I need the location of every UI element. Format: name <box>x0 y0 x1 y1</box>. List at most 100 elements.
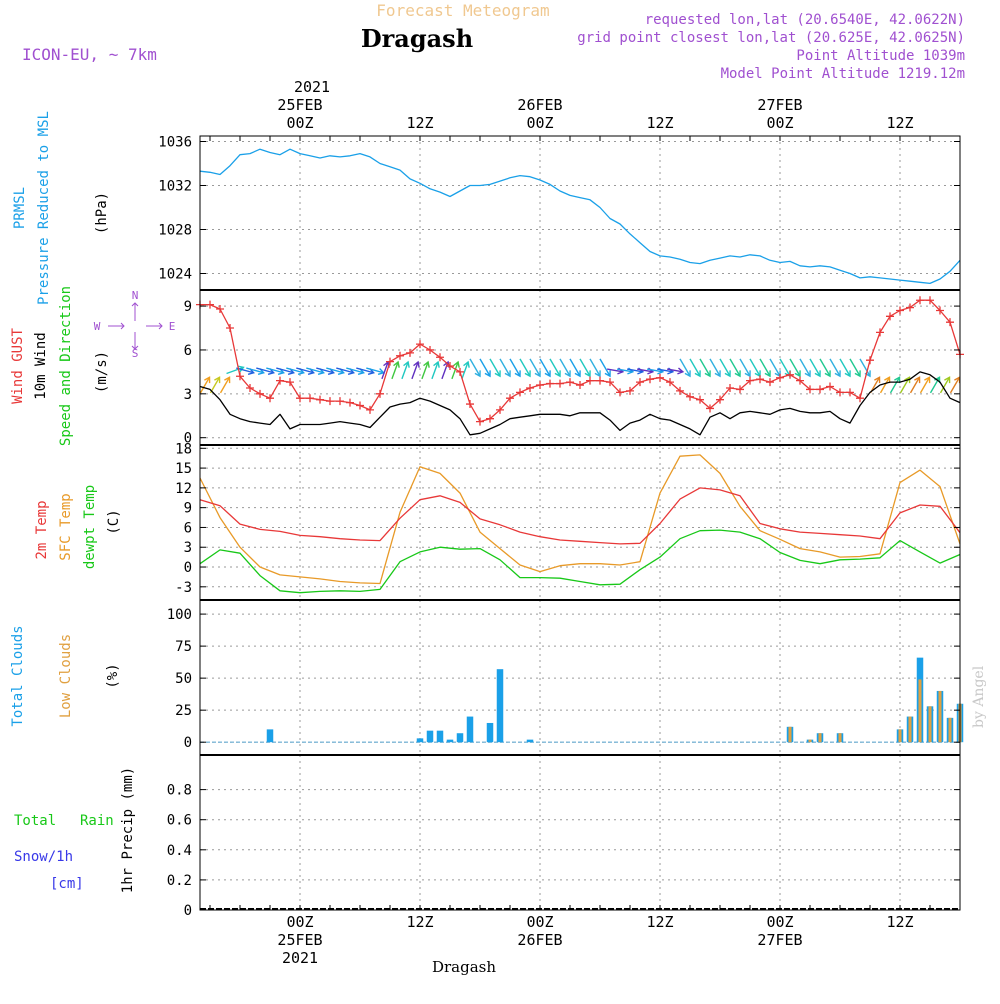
wind-arrow <box>236 367 254 374</box>
wind-arrow <box>421 361 429 380</box>
wind-arrow <box>356 367 374 374</box>
gust-marker <box>666 378 674 387</box>
wind-arrow <box>346 367 364 374</box>
low-cloud-bar <box>898 729 902 743</box>
y-tick-label: 0 <box>184 735 192 751</box>
gust-marker <box>606 378 614 387</box>
gust-marker <box>636 378 644 387</box>
wind-arrow <box>909 376 921 394</box>
wind-arrow <box>589 358 601 377</box>
wind-arrow <box>829 358 841 377</box>
y-tick-label: 0 <box>184 903 192 919</box>
wind-arrow <box>246 367 264 374</box>
gust-marker <box>686 392 694 401</box>
gust-marker <box>696 395 704 404</box>
wind-label-gust: Wind GUST <box>10 328 26 404</box>
wind-arrow <box>226 366 244 375</box>
top-time-label: 00Z <box>526 114 553 132</box>
gust-marker <box>806 385 814 394</box>
wind-arrowhead <box>574 370 581 378</box>
bottom-time-label: 12Z <box>406 913 433 931</box>
wind-arrowhead <box>423 360 430 368</box>
gust-marker <box>876 328 884 337</box>
panel-frame-precip <box>199 754 961 911</box>
y-tick-label: 0.2 <box>167 873 192 889</box>
wind-arrowhead <box>544 370 551 378</box>
wind-arrow <box>519 358 531 377</box>
top-time-label: 00Z <box>286 114 313 132</box>
gust-marker <box>776 373 784 382</box>
precip-label-total: Total <box>14 813 56 829</box>
wind-arrow <box>919 376 931 394</box>
y-tick-label: 6 <box>184 520 192 536</box>
wind-arrow <box>199 376 211 394</box>
y-tick-label: 3 <box>184 387 192 403</box>
bottom-time-label: 26FEB <box>517 931 562 949</box>
wind-arrow <box>499 358 511 377</box>
top-year: 2021 <box>294 78 330 96</box>
wind-arrowhead <box>904 376 911 384</box>
wind-arrowhead <box>393 360 400 368</box>
gust-marker <box>716 395 724 404</box>
wind-gust-line <box>200 299 961 423</box>
gust-marker <box>336 397 344 406</box>
gust-marker <box>566 378 574 387</box>
wind-arrowhead <box>924 376 931 384</box>
y-tick-label: 18 <box>175 441 192 457</box>
total-cloud-bar <box>446 739 454 743</box>
wind-arrow <box>579 358 591 377</box>
gust-marker <box>236 372 244 381</box>
gust-marker <box>496 405 504 414</box>
model-name: ICON-EU, ~ 7km <box>22 45 157 64</box>
gust-marker <box>586 376 594 385</box>
gust-marker <box>576 381 584 390</box>
gust-marker <box>306 394 314 403</box>
wind-arrow <box>411 361 419 380</box>
y-tick-label: 25 <box>175 703 192 719</box>
wind-arrow <box>391 361 399 380</box>
wind-arrowhead <box>944 376 951 384</box>
gust-marker <box>726 383 734 392</box>
wind-arrow <box>879 376 891 394</box>
wind-arrow <box>366 367 384 374</box>
wind-arrow <box>451 361 459 380</box>
low-cloud-bar <box>808 739 812 743</box>
gust-marker <box>646 375 654 384</box>
gust-marker <box>626 386 634 395</box>
wind-arrowhead <box>804 370 811 378</box>
gust-marker <box>346 398 354 407</box>
wind-arrowhead <box>884 376 891 384</box>
wind-arrow <box>646 368 664 373</box>
wind-arrowhead <box>214 376 221 384</box>
gust-marker <box>266 394 274 403</box>
y-tick-label: 1028 <box>158 223 192 239</box>
wind-arrow <box>819 358 831 377</box>
wind-arrow <box>769 358 781 377</box>
gust-marker <box>656 373 664 382</box>
precip-label-rain: Rain <box>80 813 114 829</box>
gust-marker <box>766 378 774 387</box>
wind-arrowhead <box>504 370 511 378</box>
panel-frame-clouds <box>199 599 961 756</box>
gust-marker <box>356 401 364 410</box>
wind-arrow <box>266 367 284 374</box>
wind-arrowhead <box>524 370 531 378</box>
frame-layer <box>199 135 961 911</box>
wind-arrow <box>839 358 851 377</box>
low-cloud-bar <box>938 690 942 743</box>
gust-marker <box>286 378 294 387</box>
cloud-label-unit: (%) <box>105 663 121 688</box>
wind-arrowhead <box>734 370 741 378</box>
precip-label-snow: Snow/1h <box>14 849 73 865</box>
total-cloud-bar <box>416 738 424 743</box>
y-tick-label: 0.6 <box>167 813 192 829</box>
y-tick-label: 0.8 <box>167 783 192 799</box>
low-cloud-bar <box>928 706 932 743</box>
wind-arrowhead <box>764 370 771 378</box>
gust-marker <box>296 394 304 403</box>
total-cloud-bar <box>426 730 434 743</box>
wind-arrowhead <box>724 370 731 378</box>
wind-arrow <box>286 367 304 374</box>
gust-marker <box>926 296 934 305</box>
